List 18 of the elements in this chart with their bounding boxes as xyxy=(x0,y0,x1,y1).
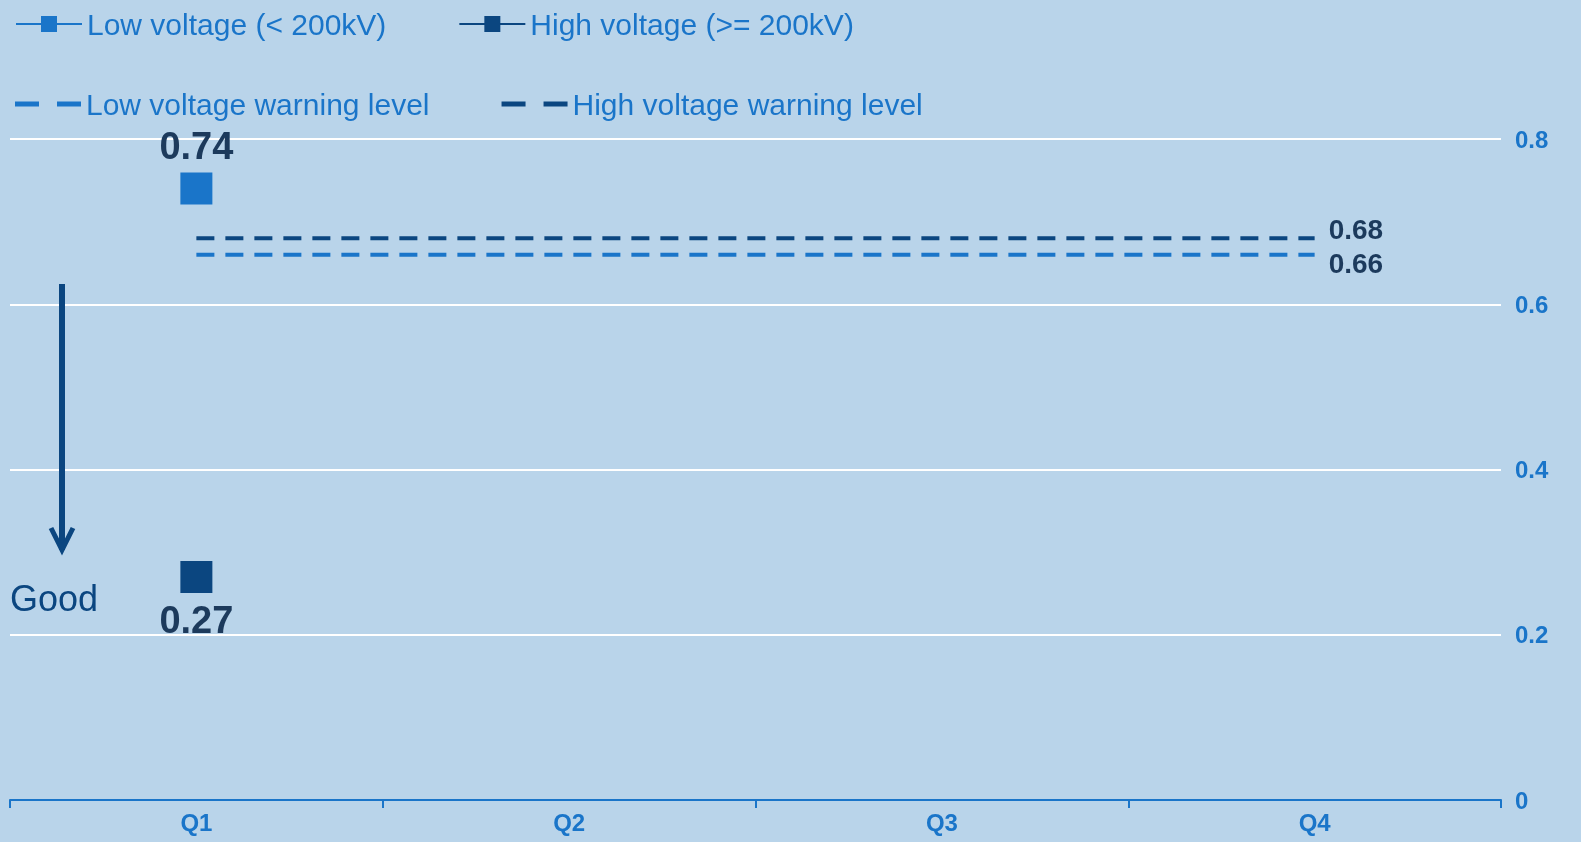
y-tick-label: 0.2 xyxy=(1515,621,1549,649)
data-label: 0.74 xyxy=(159,124,234,167)
x-tick-label: Q3 xyxy=(925,808,958,836)
data-label: 0.68 xyxy=(1328,213,1384,245)
legend-label: Low voltage (< 200kV) xyxy=(87,7,387,41)
legend-label: Low voltage warning level xyxy=(86,87,430,121)
y-tick-label: 0.8 xyxy=(1515,125,1549,153)
y-tick-label: 0.6 xyxy=(1515,290,1549,318)
annotation: Good xyxy=(10,578,99,620)
x-tick-label: Q4 xyxy=(1298,808,1332,836)
y-tick-label: 0.4 xyxy=(1515,456,1550,483)
x-tick-label: Q1 xyxy=(180,808,213,836)
y-tick-label: 0 xyxy=(1515,786,1529,814)
legend-label: High voltage warning level xyxy=(572,87,923,121)
x-tick-label: Q2 xyxy=(553,808,586,836)
data-label: 0.66 xyxy=(1328,248,1384,280)
data-label: 0.27 xyxy=(159,598,234,641)
legend-label: High voltage (>= 200kV) xyxy=(530,7,854,41)
